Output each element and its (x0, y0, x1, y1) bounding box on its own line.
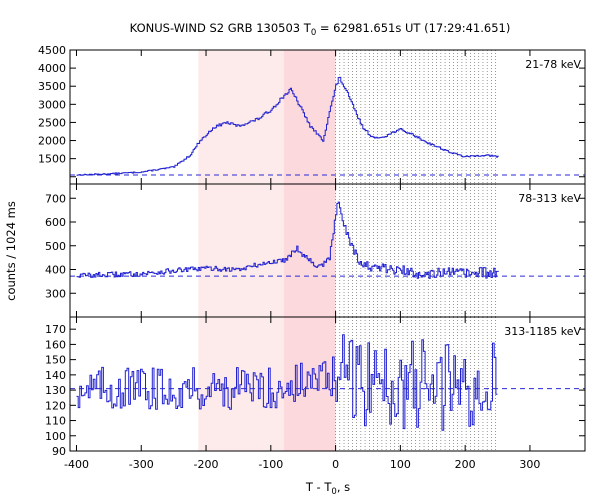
light-curve-series (76, 201, 499, 279)
y-tick-label: 3000 (38, 98, 66, 111)
chart-title-main: KONUS-WIND S2 GRB 130503 T (130, 21, 312, 35)
y-tick-label: 2500 (38, 116, 66, 129)
panel-3: 90 100 110 120 130 140 150 160 170 313-1185 keV (45, 316, 586, 458)
x-tick-label: 300 (519, 458, 540, 471)
y-tick-label: 500 (45, 240, 66, 253)
panel-frame (69, 316, 586, 452)
shaded-region-2 (283, 50, 336, 184)
energy-band-label: 313-1185 keV (504, 325, 581, 338)
y-tick-label: 2000 (38, 135, 66, 148)
y-axis-label: counts / 1024 ms (4, 201, 18, 301)
x-tick-label: 200 (455, 458, 476, 471)
x-axis-label-main: T - T (305, 480, 332, 494)
y-tick-label: 110 (45, 415, 66, 428)
y-tick-label: 300 (45, 287, 66, 300)
light-curve-series (76, 334, 498, 431)
y-tick-label: 600 (45, 216, 66, 229)
x-tick-label: 100 (390, 458, 411, 471)
shaded-region-1 (198, 50, 284, 184)
y-tick-label: 150 (45, 354, 66, 367)
x-tick-label: -300 (129, 458, 154, 471)
x-tick-label: 0 (332, 458, 339, 471)
shaded-region-1 (198, 184, 284, 317)
y-tick-label: 400 (45, 264, 66, 277)
light-curve-series (76, 76, 499, 176)
chart-title-subscript: 0 (311, 28, 316, 38)
y-tick-label: 160 (45, 338, 66, 351)
y-tick-label: 170 (45, 323, 66, 336)
x-axis-label: T - T0, s (305, 480, 350, 497)
shaded-region-2 (283, 184, 336, 317)
x-axis-label-subscript: 0 (331, 487, 336, 497)
x-axis-label-rest: , s (337, 480, 350, 494)
y-tick-label: 1500 (38, 153, 66, 166)
y-tick-label: 140 (45, 369, 66, 382)
y-tick-label: 120 (45, 399, 66, 412)
y-tick-label: 90 (52, 445, 66, 458)
y-tick-label: 4000 (38, 62, 66, 75)
x-tick-label: -200 (194, 458, 219, 471)
x-tick-label: -100 (258, 458, 283, 471)
panel-2: 300 400 500 600 700 78-313 keV (45, 183, 586, 318)
y-tick-label: 4500 (38, 44, 66, 57)
energy-band-label: 21-78 keV (525, 58, 581, 71)
y-tick-label: 130 (45, 384, 66, 397)
y-tick-label: 700 (45, 192, 66, 205)
chart-title-rest: = 62981.651s UT (17:29:41.651) (316, 21, 510, 35)
chart-title: KONUS-WIND S2 GRB 130503 T0 = 62981.651s… (130, 21, 511, 38)
panel-1: 1500 2000 2500 3000 3500 4000 4500 21-78 keV (38, 44, 586, 185)
x-tick-label: -400 (64, 458, 89, 471)
y-tick-label: 100 (45, 430, 66, 443)
energy-band-label: 78-313 keV (518, 192, 581, 205)
y-tick-label: 3500 (38, 80, 66, 93)
